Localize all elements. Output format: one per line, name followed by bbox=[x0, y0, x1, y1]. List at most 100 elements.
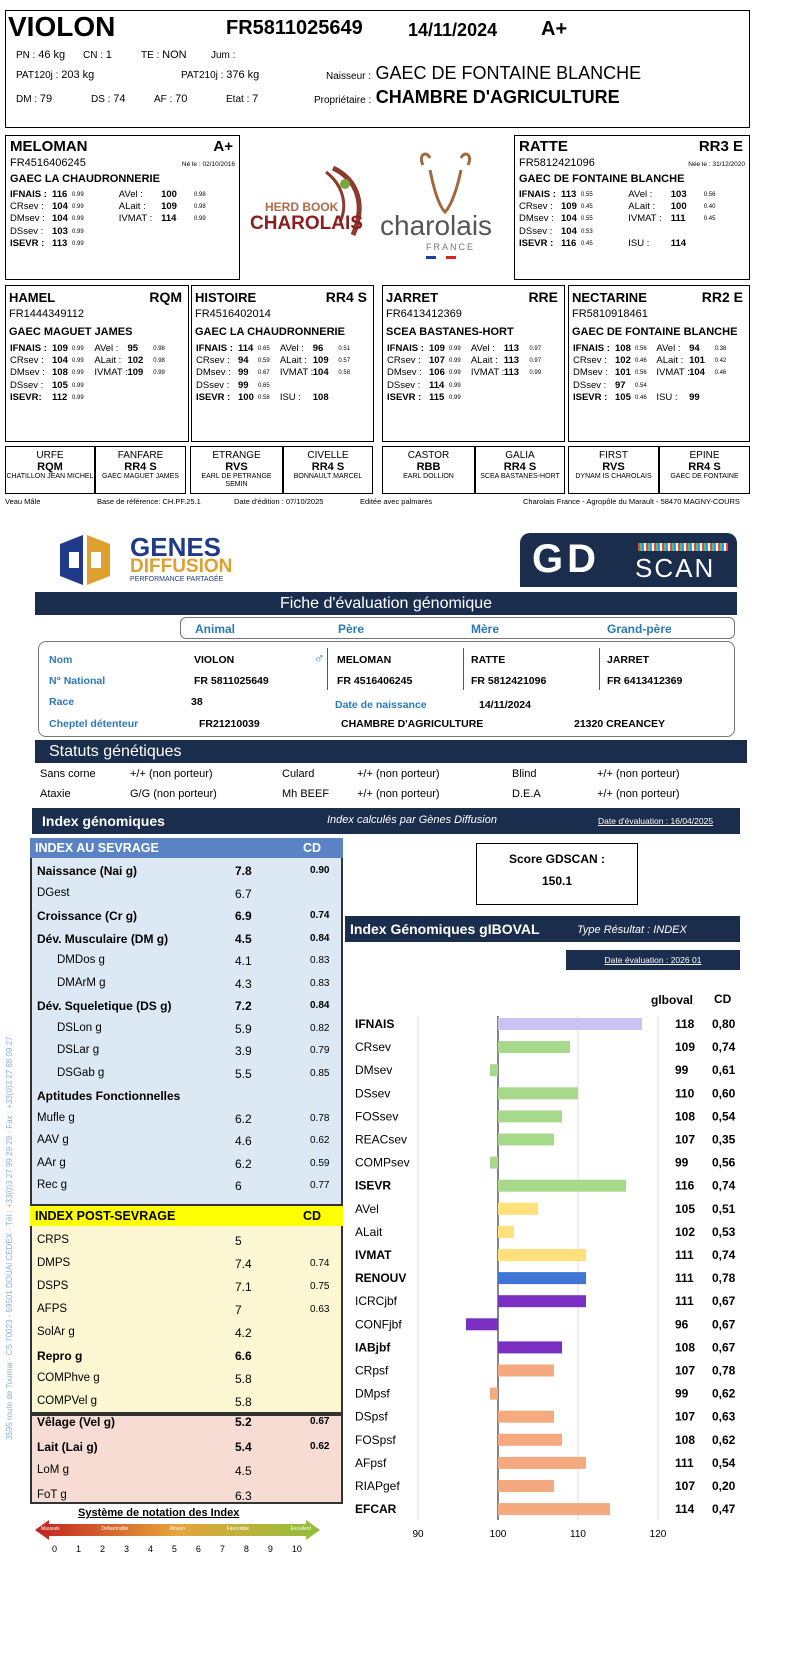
bar-afpsf bbox=[498, 1456, 586, 1469]
bar-value: 107 bbox=[675, 1364, 695, 1378]
index-label: COMPhve g bbox=[37, 1372, 100, 1384]
index-value: 4.1 bbox=[235, 954, 252, 968]
bar-cd: 0,80 bbox=[712, 1017, 736, 1031]
bar-value: 96 bbox=[675, 1317, 689, 1331]
bar-label: CONFjbf bbox=[355, 1317, 402, 1331]
bar-alait bbox=[498, 1225, 514, 1238]
bar-cd: 0,62 bbox=[712, 1387, 736, 1401]
grand-card-jarret: JARRET RRE FR6413412369 SCEA BASTANES-HORT I… bbox=[382, 285, 565, 442]
index-label: Croissance (Cr g) bbox=[37, 909, 138, 923]
bar-value: 107 bbox=[675, 1410, 695, 1424]
index-label: Dév. Musculaire (DM g) bbox=[37, 931, 169, 946]
index-value: 7 bbox=[235, 1303, 242, 1317]
bar-label: IABjbf bbox=[355, 1340, 391, 1354]
bar-label: RENOUV bbox=[355, 1271, 406, 1285]
gd-mark-icon bbox=[60, 535, 110, 585]
index-value: 6.3 bbox=[235, 1488, 252, 1503]
parent-card-meloman: MELOMAN A+ FR4516406245 Né le : 02/10/2016 G… bbox=[5, 135, 240, 280]
ggp-card-etrange: ETRANGE RVS EARL DE PETRANGE SEMIN bbox=[190, 446, 283, 494]
bar-value: 116 bbox=[675, 1179, 695, 1193]
giboval-date: Date évaluation : 2026 01 bbox=[566, 950, 740, 970]
bar-renouv bbox=[498, 1272, 586, 1285]
bar-value: 102 bbox=[675, 1225, 695, 1239]
bar-cd: 0,35 bbox=[712, 1133, 736, 1147]
bar-crsev bbox=[498, 1041, 570, 1054]
bar-confjbf bbox=[466, 1318, 498, 1331]
bar-label: ALait bbox=[355, 1225, 383, 1239]
bar-value: 107 bbox=[675, 1479, 695, 1493]
charolais-france-logo: charolais FRANCE bbox=[378, 150, 513, 260]
ggp-card-epine: EPINE RR4 S GAEC DE FONTAINE bbox=[659, 446, 750, 494]
index-label: Mufle g bbox=[37, 1111, 75, 1124]
stat3-0: DM : 79 bbox=[16, 93, 53, 105]
stat-0: PN : 46 kg bbox=[16, 49, 66, 61]
header-card: VIOLON FR5811025649 14/11/2024 A+ PN : 4… bbox=[5, 10, 750, 128]
index-value: 7.1 bbox=[235, 1280, 252, 1294]
index-label: Repro g bbox=[37, 1349, 83, 1363]
bar-label: DSsev bbox=[355, 1086, 390, 1100]
index-value: 5.4 bbox=[235, 1439, 252, 1454]
bar-value: 111 bbox=[675, 1456, 694, 1470]
bar-cd: 0,47 bbox=[712, 1502, 736, 1516]
bar-cd: 0,56 bbox=[712, 1156, 736, 1170]
scale-arrow-icon bbox=[35, 1520, 320, 1540]
bar-compsev bbox=[490, 1156, 498, 1169]
bar-cd: 0,78 bbox=[712, 1271, 736, 1285]
bar-isevr bbox=[498, 1179, 626, 1192]
stat-2: TE : NON bbox=[141, 49, 187, 61]
index-label: DSGab g bbox=[57, 1066, 105, 1079]
index-value: 4.6 bbox=[235, 1134, 252, 1148]
index-label: Naissance (Nai g) bbox=[37, 864, 138, 878]
index-value: 4.3 bbox=[235, 976, 252, 991]
index-value: 7.2 bbox=[235, 999, 252, 1013]
index-value: 6.7 bbox=[235, 886, 252, 901]
bar-cd: 0,74 bbox=[712, 1040, 736, 1054]
x-tick: 110 bbox=[570, 1529, 586, 1540]
bar-label: CRpsf bbox=[355, 1364, 389, 1378]
bar-cd: 0,54 bbox=[712, 1456, 736, 1470]
velage-panel bbox=[30, 1414, 343, 1504]
index-label: DGest bbox=[37, 886, 70, 899]
col-cd: CD bbox=[714, 992, 732, 1006]
bar-cd: 0,67 bbox=[712, 1317, 736, 1331]
notation-scale: Mauvais Défavorable Moyen Favorable Excellen… bbox=[35, 1520, 320, 1540]
bar-avel bbox=[498, 1202, 538, 1215]
bar-value: 99 bbox=[675, 1063, 689, 1077]
index-value: 5.8 bbox=[235, 1395, 252, 1409]
index-cd: 0.78 bbox=[310, 1112, 330, 1124]
index-value: 5 bbox=[235, 1234, 242, 1248]
bar-label: FOSsev bbox=[355, 1109, 398, 1123]
bar-value: 109 bbox=[675, 1040, 695, 1054]
index-cd: 0.74 bbox=[310, 910, 330, 921]
index-label: DSLar g bbox=[57, 1044, 100, 1056]
index-value: 7.4 bbox=[235, 1257, 252, 1271]
ggp-card-castor: CASTOR RBB EARL DOLLION bbox=[382, 446, 475, 494]
bar-cd: 0,20 bbox=[712, 1479, 736, 1493]
naisseur: Naisseur : GAEC DE FONTAINE BLANCHE bbox=[326, 63, 642, 83]
index-value: 6.6 bbox=[235, 1349, 252, 1363]
genes-diffusion-logo: GENES DIFFUSION PERFORMANCE PARTAGÉE bbox=[55, 532, 240, 587]
bar-cd: 0,60 bbox=[712, 1086, 736, 1100]
index-value: 5.9 bbox=[235, 1021, 252, 1036]
fiche-title-bar: Fiche d'évaluation génomique bbox=[35, 592, 737, 615]
bar-label: EFCAR bbox=[355, 1502, 397, 1516]
index-value: 4.2 bbox=[235, 1326, 252, 1340]
bar-value: 107 bbox=[675, 1133, 695, 1147]
index-cd: 0.90 bbox=[310, 865, 330, 876]
index-label: DMPS bbox=[37, 1257, 71, 1269]
score-box: Score GDSCAN : 150.1 bbox=[476, 843, 638, 905]
index-value: 5.5 bbox=[235, 1066, 252, 1081]
bar-label: AFpsf bbox=[355, 1456, 387, 1470]
bar-label: DMsev bbox=[355, 1063, 392, 1077]
index-cd: 0.79 bbox=[310, 1045, 330, 1056]
pat120: PAT120j : 203 kg bbox=[16, 69, 95, 81]
index-label: AAr g bbox=[37, 1156, 66, 1169]
bar-cd: 0,78 bbox=[712, 1364, 736, 1378]
bar-cd: 0,67 bbox=[712, 1294, 736, 1308]
index-label: FoT g bbox=[37, 1488, 67, 1501]
index-label: Rec g bbox=[37, 1179, 68, 1191]
index-label: DSLon g bbox=[57, 1021, 102, 1034]
bar-ifnais bbox=[498, 1018, 642, 1030]
bar-fossev bbox=[498, 1110, 562, 1123]
herd-book-logo: HERD BOOK CHAROLAIS bbox=[248, 160, 373, 245]
